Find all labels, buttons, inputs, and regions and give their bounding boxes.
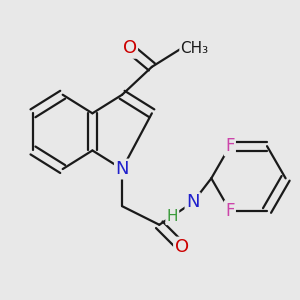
Text: F: F xyxy=(225,137,235,155)
Text: N: N xyxy=(186,194,200,211)
Text: H: H xyxy=(167,209,178,224)
Text: O: O xyxy=(122,39,136,57)
Text: F: F xyxy=(225,202,235,220)
Text: N: N xyxy=(116,160,129,178)
Text: O: O xyxy=(175,238,189,256)
Text: CH₃: CH₃ xyxy=(181,41,208,56)
